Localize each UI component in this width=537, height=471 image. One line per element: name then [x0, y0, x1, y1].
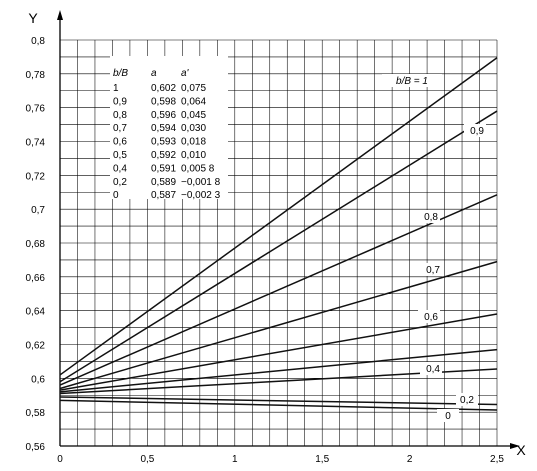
y-tick-label: 0,62 [26, 341, 46, 352]
axes [57, 10, 520, 449]
y-tick-label: 0,72 [26, 171, 46, 182]
table-cell: 0,9 [113, 96, 127, 107]
y-tick-label: 0,66 [26, 273, 46, 284]
table-header-cell: a' [181, 68, 190, 79]
table-cell: 0,587 [151, 190, 176, 201]
table-cell: 0,6 [113, 137, 127, 148]
y-tick-label: 0,78 [26, 70, 46, 81]
series-label: 0 [445, 411, 451, 422]
series-line [59, 57, 498, 376]
series-line [59, 260, 498, 390]
series-label-background [418, 210, 440, 223]
table-cell: 1 [113, 83, 119, 94]
table-cell: 0,589 [151, 177, 176, 188]
series-label: 0,6 [424, 312, 438, 323]
table-cell: 0 [113, 190, 119, 201]
table-cell: 0,2 [113, 177, 127, 188]
table-cell: 0,4 [113, 163, 127, 174]
table-cell: 0,602 [151, 83, 176, 94]
x-axis-title: X [516, 442, 526, 458]
y-tick-label: 0,7 [31, 205, 45, 216]
series-label: 0,7 [426, 265, 440, 276]
x-tick-label: 1 [232, 454, 238, 465]
x-tick-label: 2,5 [490, 454, 504, 465]
series-line [59, 313, 498, 391]
y-axis-arrow [57, 10, 63, 20]
series-label-background [420, 263, 442, 276]
series-label-background [437, 409, 459, 422]
table-cell: 0,598 [151, 96, 176, 107]
series-labels: b/B = 1 0,9 0,8 0,7 0,6 0,4 0,2 0 [382, 74, 486, 422]
series-label: 0,4 [426, 364, 440, 375]
x-tick-label: 0 [57, 454, 63, 465]
series-line [59, 399, 498, 411]
x-tick-label: 2 [407, 454, 413, 465]
table-cell: 0,018 [181, 137, 206, 148]
table-cell: 0,045 [181, 110, 206, 121]
series-label-background [456, 393, 478, 406]
table-cell: 0,075 [181, 83, 206, 94]
y-tick-label: 0,58 [26, 408, 46, 419]
x-axis-arrow [510, 443, 520, 449]
y-tick-label: 0,74 [26, 138, 46, 149]
table-cell: 0,593 [151, 137, 176, 148]
series-label: 0,2 [460, 395, 474, 406]
table-header-cell: b/B [113, 68, 128, 79]
tick-labels: 0,560,580,60,620,640,660,680,70,720,740,… [26, 36, 505, 465]
series-lines [59, 57, 498, 411]
series-label-background [382, 74, 442, 87]
table-cell: 0,030 [181, 123, 206, 134]
y-tick-label: 0,6 [31, 374, 45, 385]
table-background [110, 56, 228, 199]
y-axis-title: Y [28, 10, 38, 26]
series-line [59, 396, 498, 406]
table-cell: 0,7 [113, 123, 127, 134]
table-cell: −0,001 8 [181, 177, 221, 188]
y-tick-label: 0,8 [31, 36, 45, 47]
table-cell: 0,596 [151, 110, 176, 121]
y-tick-label: 0,64 [26, 307, 46, 318]
series-label: 0,9 [470, 126, 484, 137]
series-label-background [464, 124, 486, 137]
series-line [59, 110, 498, 383]
table-cell: 0,064 [181, 96, 206, 107]
series-label: b/B = 1 [396, 76, 428, 87]
table-cell: 0,005 8 [181, 163, 215, 174]
x-tick-label: 0,5 [140, 454, 154, 465]
table-cell: 0,594 [151, 123, 176, 134]
table-cell: 0,591 [151, 163, 176, 174]
table-cell: 0,5 [113, 150, 127, 161]
series-label-background [418, 310, 440, 323]
series-line [59, 194, 498, 386]
table-cell: 0,8 [113, 110, 127, 121]
series-line [59, 348, 498, 393]
table-cell: 0,010 [181, 150, 206, 161]
table-header-cell: a [151, 68, 157, 79]
y-tick-label: 0,76 [26, 104, 46, 115]
table-cell: −0,002 3 [181, 190, 221, 201]
series-label-background [420, 362, 442, 375]
series-label: 0,8 [424, 212, 438, 223]
y-tick-label: 0,56 [26, 442, 46, 453]
coefficient-table: b/B a a' 1 0,602 0,075 0,9 0,598 0,064 0,8 0,596 0,… [110, 56, 228, 201]
table-cell: 0,592 [151, 150, 176, 161]
x-tick-label: 1,5 [315, 454, 329, 465]
y-tick-label: 0,68 [26, 239, 46, 250]
